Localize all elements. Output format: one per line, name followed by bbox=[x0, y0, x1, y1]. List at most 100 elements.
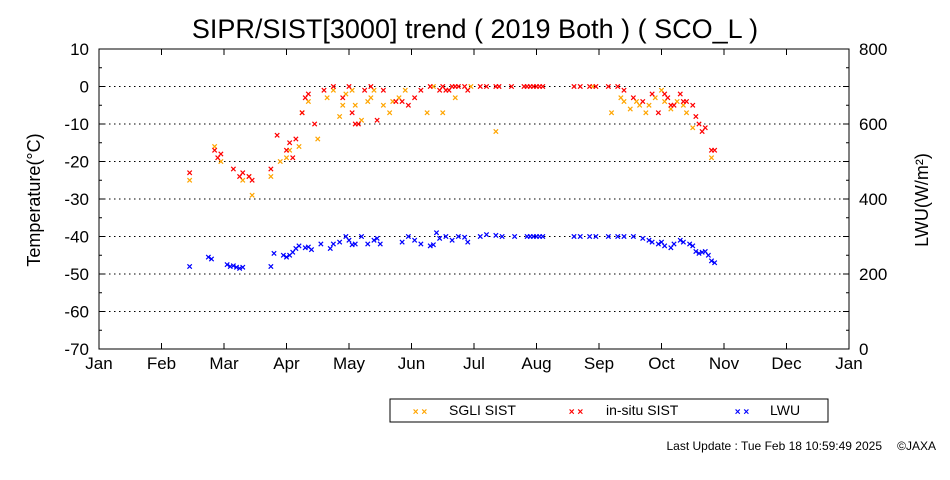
point-1-13 bbox=[290, 155, 296, 161]
point-1-18 bbox=[312, 121, 318, 127]
point-2-23 bbox=[337, 239, 343, 245]
point-2-19 bbox=[308, 247, 315, 253]
point-1-71 bbox=[671, 102, 677, 108]
point-2-39 bbox=[433, 230, 440, 236]
point-0-25 bbox=[380, 102, 386, 108]
legend-marker-sgli: × × bbox=[413, 407, 428, 418]
point-2-37 bbox=[427, 243, 433, 249]
point-1-8 bbox=[249, 177, 255, 183]
point-2-42 bbox=[449, 237, 455, 243]
point-1-28 bbox=[374, 117, 380, 123]
point-2-41 bbox=[443, 233, 449, 240]
point-2-31 bbox=[374, 235, 380, 241]
right-tick-label-0: 800 bbox=[859, 40, 887, 59]
point-1-33 bbox=[412, 95, 418, 101]
point-2-45 bbox=[465, 239, 471, 245]
legend-label-sgli: SGLI SIST bbox=[449, 402, 516, 418]
point-2-67 bbox=[649, 239, 655, 245]
point-1-56 bbox=[540, 83, 546, 90]
point-2-10 bbox=[271, 250, 277, 256]
point-2-22 bbox=[330, 241, 336, 247]
right-tick-label-1: 600 bbox=[859, 115, 887, 134]
x-axis-ticks: Jan Feb Mar Apr May Jun Jul Aug Sep Oct Nov Dec Jan bbox=[85, 49, 863, 373]
legend-box bbox=[389, 398, 829, 423]
point-1-25 bbox=[355, 121, 361, 127]
x-tick-label-7: Aug bbox=[521, 354, 551, 373]
point-1-27 bbox=[368, 83, 374, 90]
point-2-62 bbox=[615, 233, 621, 240]
point-2-20 bbox=[318, 241, 324, 247]
point-0-23 bbox=[368, 95, 374, 101]
point-1-35 bbox=[427, 83, 433, 90]
point-1-26 bbox=[362, 87, 368, 93]
x-tick-label-8: Sep bbox=[584, 354, 614, 373]
legend-marker-lwu: × × bbox=[735, 407, 750, 418]
legend-label-lwu: LWU bbox=[770, 402, 800, 418]
point-0-17 bbox=[340, 102, 346, 108]
point-0-16 bbox=[337, 113, 343, 120]
point-2-81 bbox=[705, 252, 711, 258]
point-2-34 bbox=[405, 233, 411, 240]
point-1-66 bbox=[649, 91, 655, 97]
point-1-9 bbox=[268, 166, 274, 172]
point-2-82 bbox=[708, 258, 715, 264]
point-2-76 bbox=[690, 243, 696, 249]
point-0-10 bbox=[296, 143, 302, 150]
point-2-8 bbox=[240, 264, 246, 270]
point-1-11 bbox=[283, 147, 290, 153]
point-2-1 bbox=[205, 254, 211, 260]
point-0-26 bbox=[387, 110, 393, 116]
point-1-72 bbox=[677, 91, 683, 97]
point-1-67 bbox=[655, 110, 661, 116]
point-0-37 bbox=[608, 110, 615, 116]
point-1-81 bbox=[712, 147, 718, 153]
point-2-46 bbox=[477, 233, 483, 240]
point-2-0 bbox=[187, 263, 193, 270]
point-0-14 bbox=[324, 95, 330, 101]
point-2-5 bbox=[230, 263, 236, 269]
point-1-17 bbox=[305, 91, 311, 97]
point-1-74 bbox=[683, 98, 690, 105]
point-1-15 bbox=[299, 110, 305, 116]
point-0-35 bbox=[493, 128, 499, 135]
left-tick-label-5: -40 bbox=[64, 228, 89, 247]
point-2-27 bbox=[352, 241, 358, 247]
point-0-30 bbox=[424, 110, 430, 116]
left-tick-label-0: 10 bbox=[70, 40, 89, 59]
right-axis-ticks: 800 600 400 200 0 bbox=[859, 40, 887, 359]
point-1-49 bbox=[508, 83, 515, 90]
legend-marker-insitu: × × bbox=[569, 407, 584, 418]
point-2-49 bbox=[499, 233, 505, 240]
point-1-44 bbox=[465, 87, 471, 93]
left-axis-ticks: 10 0 -10 -20 -30 -40 -50 -60 -70 bbox=[64, 40, 849, 359]
point-2-64 bbox=[630, 233, 636, 240]
point-1-14 bbox=[293, 136, 299, 142]
point-1-32 bbox=[405, 102, 411, 108]
chart-title: SIPR/SIST[3000] trend ( 2019 Both ) ( SC… bbox=[192, 14, 758, 44]
point-0-33 bbox=[452, 95, 458, 101]
grid-lines bbox=[99, 86, 849, 312]
point-2-56 bbox=[540, 233, 546, 240]
point-1-3 bbox=[218, 151, 224, 157]
point-2-59 bbox=[587, 233, 593, 240]
point-0-43 bbox=[643, 110, 649, 116]
point-0-13 bbox=[315, 136, 321, 142]
point-1-20 bbox=[330, 83, 336, 90]
point-2-66 bbox=[646, 237, 652, 243]
left-tick-label-2: -10 bbox=[64, 115, 89, 134]
point-2-65 bbox=[640, 235, 646, 241]
point-1-57 bbox=[571, 83, 577, 90]
point-2-73 bbox=[677, 237, 683, 243]
point-2-63 bbox=[621, 233, 627, 240]
x-tick-label-12: Jan bbox=[835, 354, 862, 373]
left-tick-label-7: -60 bbox=[64, 303, 89, 322]
x-tick-label-0: Jan bbox=[85, 354, 112, 373]
point-1-62 bbox=[615, 83, 621, 90]
x-tick-label-6: Jul bbox=[463, 354, 485, 373]
point-0-20 bbox=[352, 102, 358, 108]
point-2-12 bbox=[283, 254, 290, 260]
point-1-10 bbox=[274, 132, 280, 138]
point-2-36 bbox=[418, 241, 424, 247]
series-0 bbox=[187, 83, 715, 198]
point-0-8 bbox=[283, 155, 290, 161]
